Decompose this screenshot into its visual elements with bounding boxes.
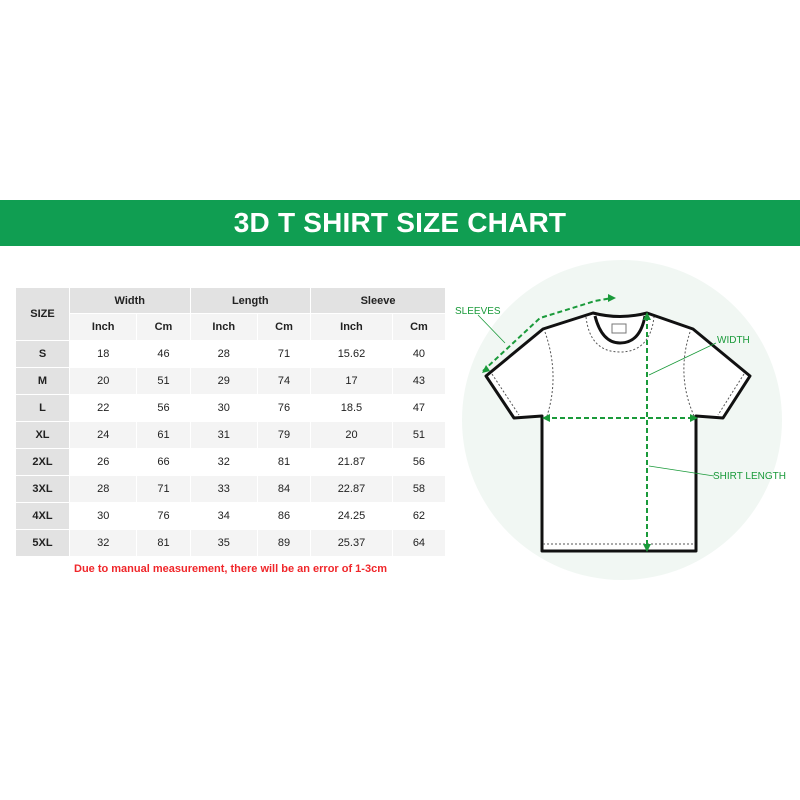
value-cell: 34 bbox=[190, 503, 257, 529]
value-cell: 46 bbox=[137, 341, 190, 367]
value-cell: 31 bbox=[190, 422, 257, 448]
table-row: L 22 56 30 76 18.5 47 bbox=[16, 395, 445, 421]
value-cell: 81 bbox=[137, 530, 190, 556]
value-cell: 51 bbox=[137, 368, 190, 394]
unit-header: Inch bbox=[311, 314, 392, 340]
value-cell: 86 bbox=[257, 503, 311, 529]
value-cell: 89 bbox=[257, 530, 311, 556]
unit-header: Inch bbox=[70, 314, 137, 340]
group-header-width: Width bbox=[70, 288, 190, 313]
value-cell: 71 bbox=[257, 341, 311, 367]
value-cell: 18 bbox=[70, 341, 137, 367]
group-header-length: Length bbox=[190, 288, 311, 313]
size-cell: S bbox=[16, 341, 69, 367]
value-cell: 61 bbox=[137, 422, 190, 448]
value-cell: 76 bbox=[257, 395, 311, 421]
table-row: 4XL 30 76 34 86 24.25 62 bbox=[16, 503, 445, 529]
tag bbox=[611, 323, 627, 334]
value-cell: 22.87 bbox=[311, 476, 392, 502]
value-cell: 74 bbox=[257, 368, 311, 394]
group-header-sleeve: Sleeve bbox=[311, 288, 445, 313]
value-cell: 47 bbox=[392, 395, 445, 421]
size-cell: L bbox=[16, 395, 69, 421]
value-cell: 71 bbox=[137, 476, 190, 502]
value-cell: 22 bbox=[70, 395, 137, 421]
value-cell: 33 bbox=[190, 476, 257, 502]
value-cell: 28 bbox=[190, 341, 257, 367]
stitching bbox=[491, 316, 745, 545]
shirt-length-label: SHIRT LENGTH bbox=[713, 471, 786, 482]
size-cell: 5XL bbox=[16, 530, 69, 556]
page-title: 3D T SHIRT SIZE CHART bbox=[0, 200, 800, 246]
value-cell: 18.5 bbox=[311, 395, 392, 421]
size-cell: XL bbox=[16, 422, 69, 448]
measure-lines bbox=[482, 297, 696, 549]
sleeves-label: SLEEVES bbox=[455, 306, 501, 317]
value-cell: 40 bbox=[392, 341, 445, 367]
value-cell: 32 bbox=[190, 449, 257, 475]
value-cell: 35 bbox=[190, 530, 257, 556]
size-cell: M bbox=[16, 368, 69, 394]
arrowheads bbox=[482, 294, 698, 552]
label-leaders bbox=[477, 314, 717, 477]
unit-header: Cm bbox=[257, 314, 311, 340]
size-cell: 2XL bbox=[16, 449, 69, 475]
size-cell: 3XL bbox=[16, 476, 69, 502]
value-cell: 20 bbox=[70, 368, 137, 394]
value-cell: 79 bbox=[257, 422, 311, 448]
value-cell: 15.62 bbox=[311, 341, 392, 367]
unit-header: Inch bbox=[190, 314, 257, 340]
size-header: SIZE bbox=[16, 288, 69, 340]
value-cell: 43 bbox=[392, 368, 445, 394]
value-cell: 81 bbox=[257, 449, 311, 475]
value-cell: 30 bbox=[70, 503, 137, 529]
value-cell: 24 bbox=[70, 422, 137, 448]
value-cell: 24.25 bbox=[311, 503, 392, 529]
value-cell: 51 bbox=[392, 422, 445, 448]
width-label: WIDTH bbox=[717, 335, 750, 346]
value-cell: 76 bbox=[137, 503, 190, 529]
size-cell: 4XL bbox=[16, 503, 69, 529]
size-table: SIZE Width Length Sleeve Inch Cm Inch Cm… bbox=[15, 287, 446, 557]
value-cell: 26 bbox=[70, 449, 137, 475]
table-row: 3XL 28 71 33 84 22.87 58 bbox=[16, 476, 445, 502]
value-cell: 84 bbox=[257, 476, 311, 502]
unit-header: Cm bbox=[137, 314, 190, 340]
value-cell: 66 bbox=[137, 449, 190, 475]
value-cell: 30 bbox=[190, 395, 257, 421]
value-cell: 64 bbox=[392, 530, 445, 556]
value-cell: 21.87 bbox=[311, 449, 392, 475]
value-cell: 62 bbox=[392, 503, 445, 529]
table-row: XL 24 61 31 79 20 51 bbox=[16, 422, 445, 448]
value-cell: 58 bbox=[392, 476, 445, 502]
value-cell: 20 bbox=[311, 422, 392, 448]
table-row: S 18 46 28 71 15.62 40 bbox=[16, 341, 445, 367]
value-cell: 32 bbox=[70, 530, 137, 556]
value-cell: 17 bbox=[311, 368, 392, 394]
measurement-note: Due to manual measurement, there will be… bbox=[74, 563, 387, 575]
value-cell: 56 bbox=[137, 395, 190, 421]
table-row: 5XL 32 81 35 89 25.37 64 bbox=[16, 530, 445, 556]
value-cell: 28 bbox=[70, 476, 137, 502]
unit-header: Cm bbox=[392, 314, 445, 340]
value-cell: 56 bbox=[392, 449, 445, 475]
table-row: M 20 51 29 74 17 43 bbox=[16, 368, 445, 394]
value-cell: 29 bbox=[190, 368, 257, 394]
table-row: 2XL 26 66 32 81 21.87 56 bbox=[16, 449, 445, 475]
value-cell: 25.37 bbox=[311, 530, 392, 556]
